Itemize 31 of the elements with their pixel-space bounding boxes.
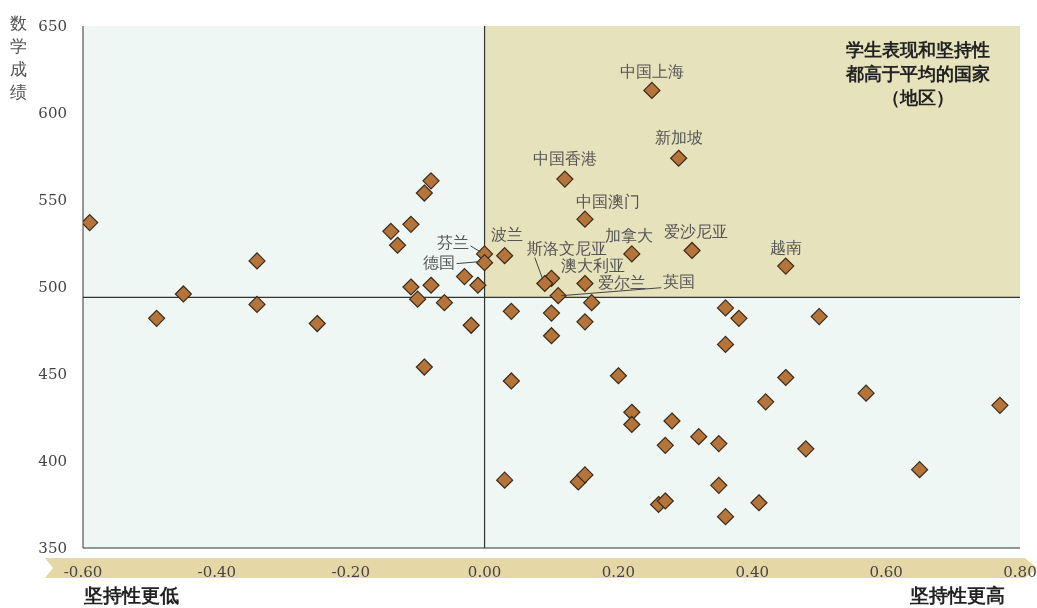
data-label: 德国 <box>422 253 455 273</box>
y-tick-label: 400 <box>38 452 67 471</box>
y-tick-label: 350 <box>38 539 67 558</box>
y-tick-label: 650 <box>38 17 67 36</box>
x-tick-label: 0.40 <box>735 562 769 581</box>
data-label: 越南 <box>769 237 802 257</box>
x-tick-label: 0.80 <box>1003 562 1037 581</box>
data-label: 英国 <box>663 272 696 292</box>
text: 坚持性更低 <box>84 583 179 608</box>
y-axis-title: 数学成绩 <box>10 12 28 104</box>
data-label: 中国上海 <box>619 61 684 81</box>
y-tick-label: 550 <box>38 191 67 210</box>
y-tick-label: 500 <box>38 278 67 297</box>
x-tick-label: 0.00 <box>467 562 502 581</box>
data-label: 波兰 <box>490 225 523 245</box>
data-label: 新加坡 <box>654 127 703 147</box>
data-label: 爱尔兰 <box>597 273 646 293</box>
y-tick-label: 600 <box>38 104 67 123</box>
data-label: 芬兰 <box>436 233 469 253</box>
x-tick-label: -0.20 <box>331 562 370 581</box>
x-tick-label: 0.60 <box>869 562 903 581</box>
x-tick-label: 0.20 <box>601 562 636 581</box>
data-label: 加拿大 <box>604 226 653 246</box>
x-tick-label: -0.60 <box>63 562 103 581</box>
band-label: 学生表现和坚持性都高于平均的国家（地区） <box>845 38 991 110</box>
y-tick-label: 450 <box>38 365 67 384</box>
data-label: 中国香港 <box>532 148 597 168</box>
text: 坚持性更高 <box>910 583 1005 608</box>
x-tick-label: -0.40 <box>197 562 237 581</box>
data-label: 中国澳门 <box>575 191 640 211</box>
data-label: 爱沙尼亚 <box>664 221 729 241</box>
